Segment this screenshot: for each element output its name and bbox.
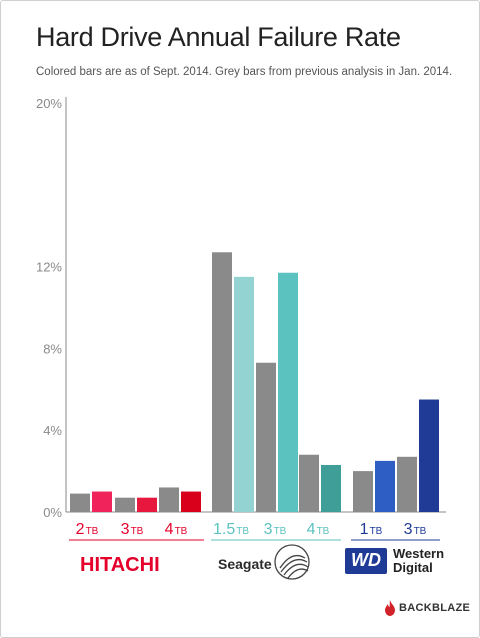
- seagate-swirl-icon: [274, 544, 310, 580]
- x-tick-label: 4TB: [307, 521, 330, 538]
- bar-jan-2014: [115, 497, 135, 512]
- bar-sept-2014: [137, 497, 157, 512]
- x-tick-label: 3TB: [121, 521, 144, 538]
- x-tick-label: 4TB: [165, 521, 188, 538]
- x-tick-label: 2TB: [76, 521, 99, 538]
- y-tick-label: 12%: [36, 260, 62, 275]
- bar-sept-2014: [375, 460, 395, 512]
- y-tick-label: 4%: [43, 423, 62, 438]
- bar-jan-2014: [159, 487, 179, 512]
- wd-name-line2: Digital: [393, 560, 433, 575]
- wd-logo-text: WD: [351, 550, 381, 570]
- bar-sept-2014: [92, 491, 112, 512]
- chart-subtitle: Colored bars are as of Sept. 2014. Grey …: [36, 66, 453, 78]
- wd-logo-badge: WD: [345, 548, 387, 574]
- bar-jan-2014: [353, 471, 373, 512]
- y-tick-label: 20%: [36, 96, 62, 111]
- chart-title: Hard Drive Annual Failure Rate: [36, 22, 401, 52]
- bar-jan-2014: [397, 456, 417, 512]
- seagate-logo-text: Seagate: [218, 556, 272, 572]
- wd-name: Western Digital: [393, 547, 444, 575]
- y-tick-label: 8%: [43, 341, 62, 356]
- bar-jan-2014: [212, 252, 232, 512]
- flame-icon: [385, 600, 395, 616]
- bar-jan-2014: [299, 454, 319, 512]
- x-tick-label: 1TB: [360, 521, 383, 538]
- bar-sept-2014: [278, 272, 298, 512]
- y-tick-label: 0%: [43, 505, 62, 520]
- bar-jan-2014: [70, 493, 90, 512]
- bar-sept-2014: [321, 464, 341, 512]
- hitachi-logo: HITACHI: [80, 554, 160, 576]
- wd-name-line1: Western: [393, 546, 445, 561]
- bar-sept-2014: [234, 276, 254, 512]
- bar-sept-2014: [181, 491, 201, 512]
- x-tick-label: 3TB: [404, 521, 427, 538]
- bar-jan-2014: [256, 362, 276, 512]
- x-tick-label: 3TB: [264, 521, 287, 538]
- backblaze-wordmark: BACKBLAZE: [399, 602, 471, 614]
- bar-sept-2014: [419, 399, 439, 512]
- x-tick-label: 1.5TB: [213, 521, 249, 538]
